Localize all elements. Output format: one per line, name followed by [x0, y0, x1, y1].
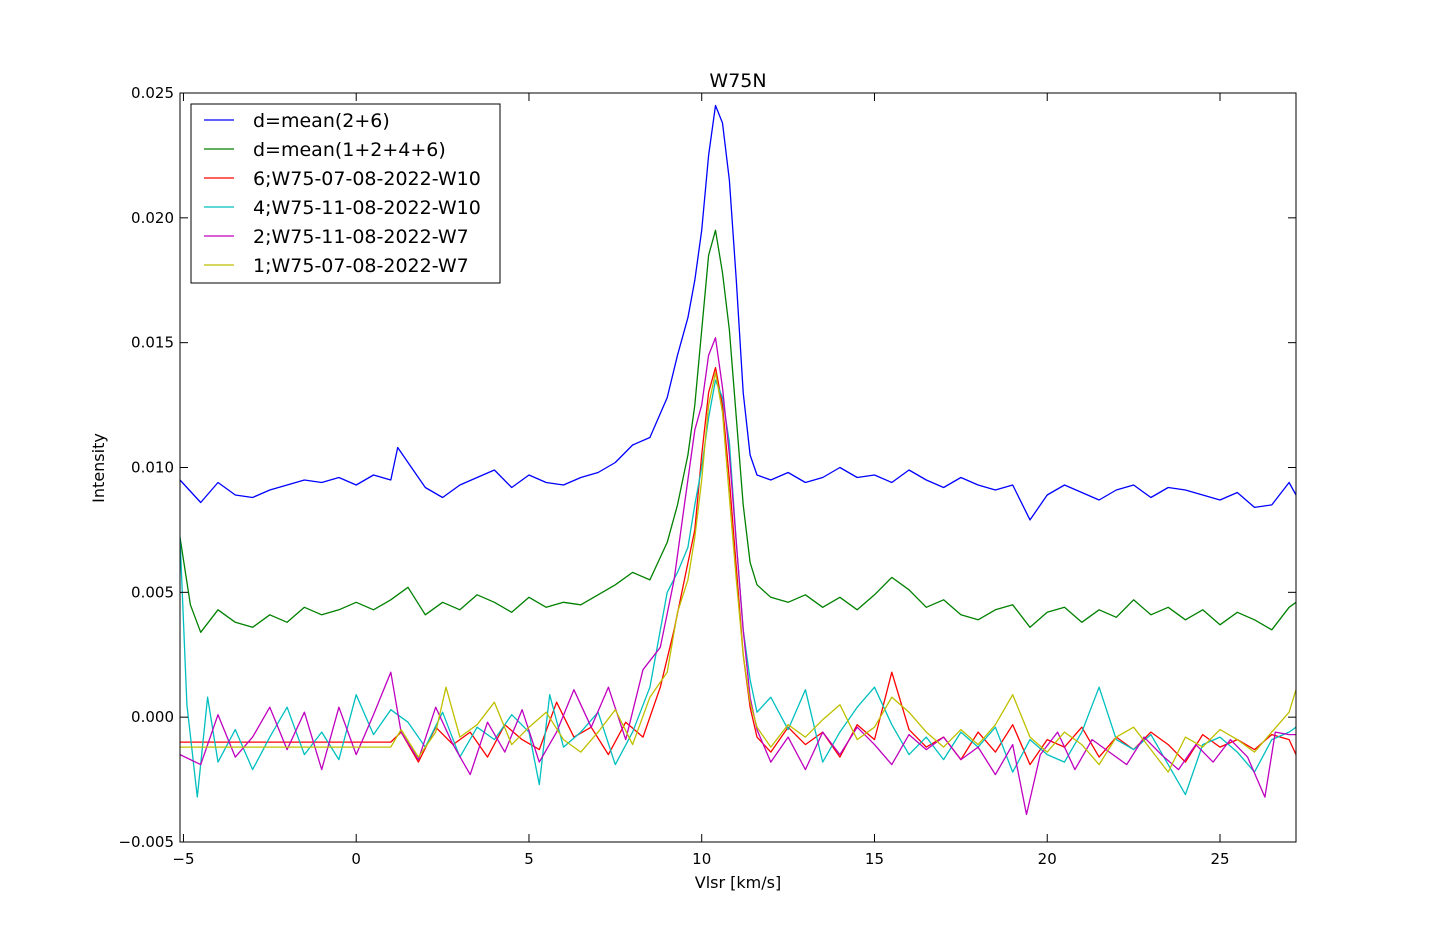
y-tick-label: −0.005 — [118, 833, 174, 851]
legend-label-4: 4;W75-11-08-2022-W10 — [253, 197, 481, 219]
x-tick-label: 5 — [524, 850, 534, 868]
y-tick-label: 0.020 — [131, 209, 174, 227]
legend-label-6: 1;W75-07-08-2022-W7 — [253, 255, 469, 277]
x-tick-label: 15 — [865, 850, 884, 868]
legend-label-5: 2;W75-11-08-2022-W7 — [253, 226, 469, 248]
legend-box — [190, 103, 501, 284]
legend-label-2: d=mean(1+2+4+6) — [253, 139, 446, 161]
series-line-1 — [180, 104, 1296, 521]
legend: d=mean(2+6) d=mean(1+2+4+6) 6;W75-07-08-20… — [190, 103, 501, 284]
x-axis-label: Vlsr [km/s] — [695, 873, 781, 892]
x-tick-label: 10 — [692, 850, 711, 868]
y-tick-label: 0.010 — [131, 459, 174, 477]
x-axis: −5 0 5 10 15 20 25 — [172, 93, 1230, 868]
series-line-5 — [180, 337, 1296, 816]
x-tick-label: 20 — [1038, 850, 1057, 868]
x-tick-label: 0 — [351, 850, 361, 868]
y-tick-label: 0.005 — [131, 583, 174, 601]
series-line-2 — [180, 229, 1296, 633]
y-tick-label: 0.025 — [131, 84, 174, 102]
series-layer — [180, 104, 1296, 816]
y-tick-label: 0.015 — [131, 334, 174, 352]
y-axis: −0.005 0.000 0.005 0.010 0.015 0.020 0.025 — [118, 84, 1296, 851]
x-tick-label: −5 — [172, 850, 194, 868]
chart-title: W75N — [709, 70, 766, 92]
legend-label-1: d=mean(2+6) — [253, 110, 390, 132]
y-axis-label: Intensity — [89, 433, 108, 503]
x-tick-label: 25 — [1210, 850, 1229, 868]
series-line-6 — [180, 371, 1296, 773]
y-tick-label: 0.000 — [131, 708, 174, 726]
legend-label-3: 6;W75-07-08-2022-W10 — [253, 168, 481, 190]
